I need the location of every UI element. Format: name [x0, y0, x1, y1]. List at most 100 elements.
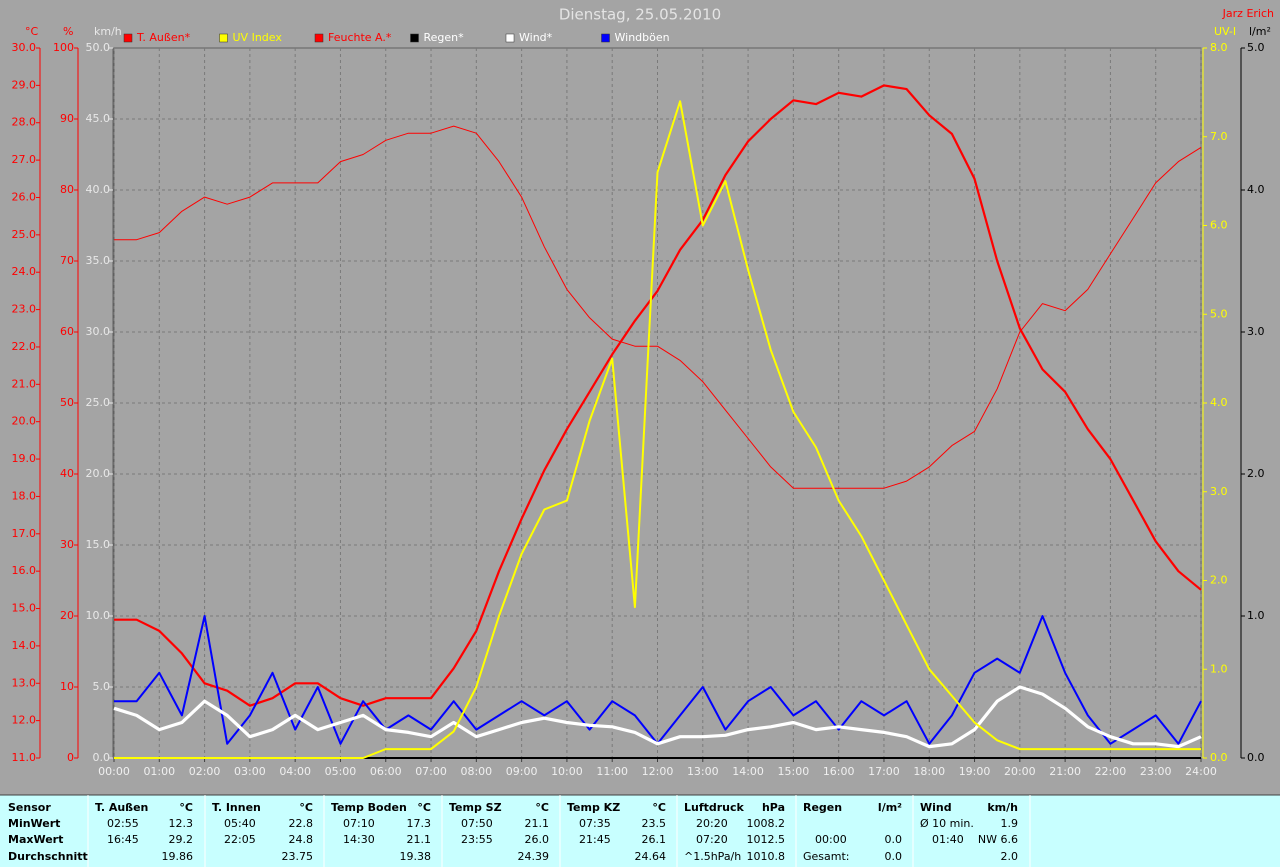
y-tick-label: 28.0	[12, 116, 37, 129]
y-tick-label: 20	[60, 609, 74, 622]
y-tick-label: 24.0	[12, 265, 37, 278]
y-tick-label: 2.0	[1247, 467, 1265, 480]
x-tick-label: 15:00	[778, 765, 810, 778]
y-tick-label: 13.0	[12, 676, 37, 689]
y-tick-label: 2.0	[1210, 574, 1228, 587]
y-tick-label: 23.0	[12, 303, 37, 316]
cell-value: 12.3	[169, 817, 194, 830]
x-tick-label: 21:00	[1049, 765, 1081, 778]
y-tick-label: 1.0	[1247, 609, 1265, 622]
x-tick-label: 05:00	[325, 765, 357, 778]
y-tick-label: 17.0	[12, 527, 37, 540]
y-tick-label: 27.0	[12, 153, 37, 166]
legend-label: Feuchte A.*	[328, 31, 392, 44]
cell-value: 1008.2	[747, 817, 786, 830]
cell-value: 22.8	[289, 817, 314, 830]
y-tick-label: 25.0	[12, 228, 37, 241]
y-tick-label: 30.0	[86, 325, 111, 338]
x-tick-label: 00:00	[98, 765, 130, 778]
y-tick-label: 6.0	[1210, 219, 1228, 232]
y-tick-label: 5.0	[93, 680, 111, 693]
legend-marker	[314, 33, 324, 43]
cell-time: 01:40	[932, 833, 964, 846]
x-tick-label: 06:00	[370, 765, 402, 778]
y-tick-label: 26.0	[12, 190, 37, 203]
cell-value: 2.0	[1001, 850, 1019, 863]
cell-time: ^1.5hPa/h	[684, 850, 741, 863]
y-tick-label: 3.0	[1210, 485, 1228, 498]
y-tick-label: 80	[60, 183, 74, 196]
group-unit: l/m²	[878, 801, 902, 814]
cell-time: 20:20	[696, 817, 728, 830]
y-tick-label: 5.0	[1210, 307, 1228, 320]
cell-value: 19.38	[400, 850, 432, 863]
y-tick-label: 10	[60, 680, 74, 693]
y-tick-label: 16.0	[12, 564, 37, 577]
y-tick-label: 0.0	[93, 751, 111, 764]
cell-time: 07:35	[579, 817, 611, 830]
y-tick-label: 14.0	[12, 639, 37, 652]
x-tick-label: 16:00	[823, 765, 855, 778]
x-tick-label: 23:00	[1140, 765, 1172, 778]
cell-time: 14:30	[343, 833, 375, 846]
y-tick-label: 21.0	[12, 377, 37, 390]
x-tick-label: 22:00	[1095, 765, 1127, 778]
legend-label: Windböen	[615, 31, 670, 44]
group-name: Temp KZ	[567, 801, 620, 814]
series-line	[114, 100, 1201, 759]
y-tick-label: 4.0	[1210, 396, 1228, 409]
row-label: MinWert	[8, 817, 60, 830]
y-tick-label: 20.0	[12, 415, 37, 428]
series-line	[114, 125, 1202, 489]
y-tick-label: 30	[60, 538, 74, 551]
x-tick-label: 11:00	[596, 765, 628, 778]
cell-time: 07:10	[343, 817, 375, 830]
cell-time: 21:45	[579, 833, 611, 846]
cell-value: 26.0	[525, 833, 550, 846]
x-tick-label: 12:00	[642, 765, 674, 778]
legend-label: UV Index	[233, 31, 283, 44]
cell-time: 05:40	[224, 817, 256, 830]
x-tick-label: 09:00	[506, 765, 538, 778]
y-tick-label: 18.0	[12, 489, 37, 502]
x-tick-label: 14:00	[732, 765, 764, 778]
axis-unit: °C	[25, 25, 39, 38]
group-name: Regen	[803, 801, 842, 814]
cell-value: 1010.8	[747, 850, 786, 863]
group-unit: °C	[535, 801, 549, 814]
cell-value: 23.75	[282, 850, 314, 863]
y-tick-label: 11.0	[12, 751, 37, 764]
group-unit: °C	[179, 801, 193, 814]
y-tick-label: 12.0	[12, 714, 37, 727]
y-tick-label: 70	[60, 254, 74, 267]
y-tick-label: 45.0	[86, 112, 111, 125]
x-tick-label: 10:00	[551, 765, 583, 778]
legend-label: T. Außen*	[136, 31, 191, 44]
chart-title: Dienstag, 25.05.2010	[559, 6, 721, 24]
y-tick-label: 0.0	[1210, 751, 1228, 764]
cell-time: Ø 10 min.	[920, 817, 974, 830]
cell-time: Gesamt:	[803, 850, 850, 863]
axis-unit: km/h	[94, 25, 122, 38]
cell-value: 17.3	[407, 817, 432, 830]
y-tick-label: 0	[67, 751, 74, 764]
cell-time: 23:55	[461, 833, 493, 846]
row-label: Sensor	[8, 801, 51, 814]
cell-value: 19.86	[162, 850, 194, 863]
axis-unit: %	[63, 25, 73, 38]
y-tick-label: 15.0	[86, 538, 111, 551]
group-name: Temp Boden	[331, 801, 407, 814]
legend-marker	[410, 33, 419, 43]
y-tick-label: 50.0	[86, 41, 111, 54]
y-tick-label: 3.0	[1247, 325, 1265, 338]
y-tick-label: 22.0	[12, 340, 37, 353]
legend-marker	[219, 33, 228, 43]
cell-value: 24.8	[289, 833, 314, 846]
cell-time: 22:05	[224, 833, 256, 846]
y-tick-label: 60	[60, 325, 74, 338]
group-unit: hPa	[762, 801, 785, 814]
series-line	[113, 685, 1202, 749]
cell-value: 26.1	[642, 833, 667, 846]
x-tick-label: 19:00	[959, 765, 991, 778]
